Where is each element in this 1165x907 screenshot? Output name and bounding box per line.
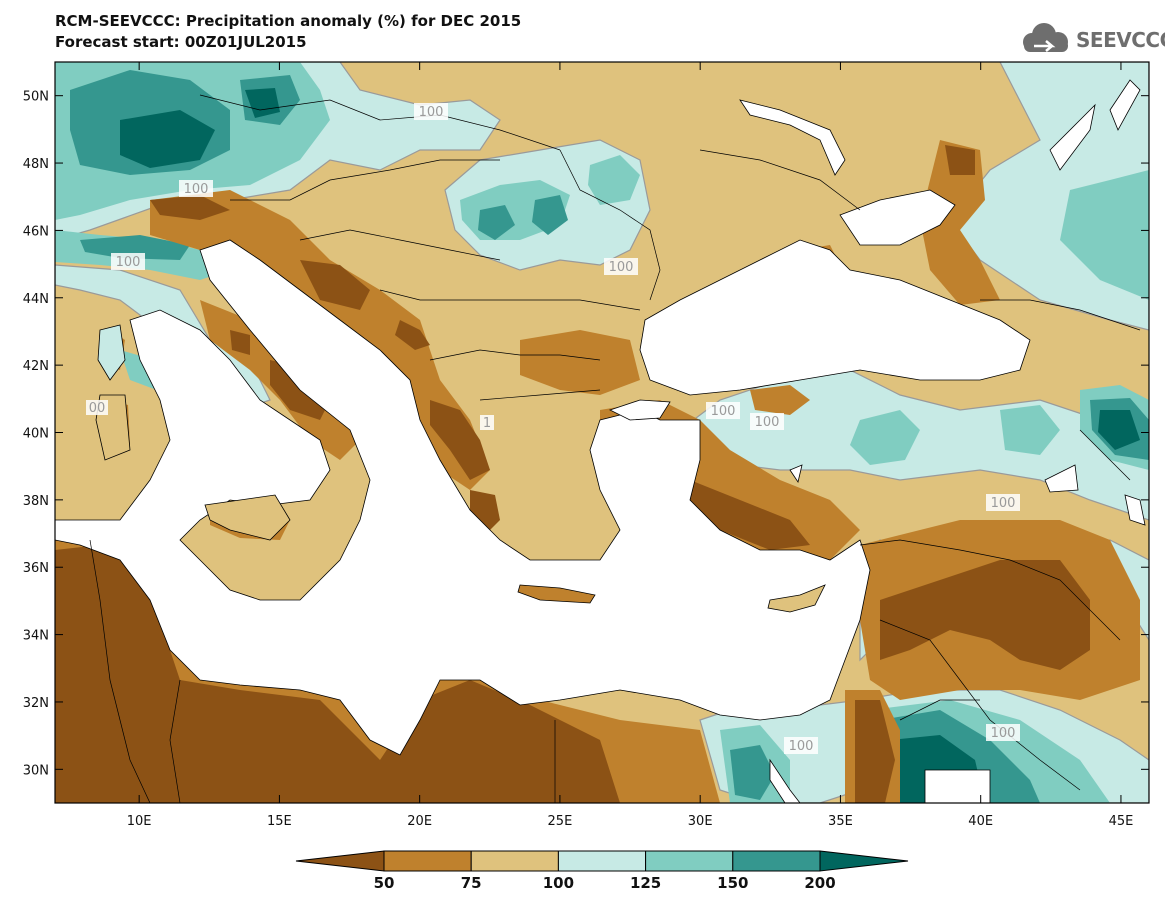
map-field (55, 62, 1149, 803)
colorbar-label: 150 (717, 874, 749, 892)
contour-label: 100 (706, 402, 740, 419)
colorbar-label: 75 (460, 874, 482, 892)
lon-tick-label: 15E (267, 814, 292, 829)
cloud-icon (1023, 23, 1068, 52)
colorbar-swatch-min (295, 850, 385, 872)
colorbar-label: 200 (804, 874, 836, 892)
svg-text:100: 100 (419, 105, 444, 120)
lat-tick-label: 44N (23, 292, 49, 307)
lon-tick-label: 40E (968, 814, 993, 829)
colorbar-swatch (645, 850, 734, 872)
svg-text:100: 100 (755, 415, 780, 430)
lon-tick-label: 20E (407, 814, 432, 829)
colorbar-swatch (383, 850, 472, 872)
colorbar-swatch (470, 850, 559, 872)
svg-text:1: 1 (483, 416, 491, 431)
colorbar-label: 125 (629, 874, 662, 892)
lat-tick-label: 50N (23, 90, 49, 105)
contour-label: 100 (604, 258, 638, 275)
contour-label: 100 (986, 494, 1020, 511)
colorbar-label: 50 (373, 874, 395, 892)
svg-text:00: 00 (89, 401, 106, 416)
logo-text: SEEVCCC (1076, 28, 1165, 52)
colorbar-swatch (732, 850, 821, 872)
contour-label: 100 (414, 103, 448, 120)
contour-label: 100 (784, 737, 818, 754)
svg-text:100: 100 (789, 739, 814, 754)
lat-tick-label: 34N (23, 629, 49, 644)
latitude-axis: 50N 48N 46N 44N 42N 40N 38N 36N 34N 32N 30N (23, 90, 1149, 778)
colorbar-label: 100 (542, 874, 575, 892)
colorbar-swatch-max (819, 850, 909, 872)
contour-label: 1 (480, 415, 494, 431)
lon-tick-label: 25E (548, 814, 573, 829)
contour-label: 00 (86, 400, 108, 416)
contour-label: 100 (986, 724, 1020, 741)
lon-tick-label: 10E (127, 814, 152, 829)
colorbar (295, 850, 909, 872)
svg-text:100: 100 (711, 404, 736, 419)
lat-tick-label: 42N (23, 359, 49, 374)
lat-tick-label: 30N (23, 763, 49, 778)
lat-tick-label: 46N (23, 224, 49, 239)
svg-text:100: 100 (609, 260, 634, 275)
lat-tick-label: 48N (23, 157, 49, 172)
contour-label: 100 (111, 253, 145, 270)
contour-label: 100 (179, 180, 213, 197)
lat-tick-label: 38N (23, 494, 49, 509)
contour-label: 100 (750, 413, 784, 430)
colorbar-swatch (557, 850, 647, 872)
longitude-axis: 10E 15E 20E 25E 30E 35E 40E 45E (127, 62, 1134, 829)
svg-text:100: 100 (184, 182, 209, 197)
contour-labels: 100 100 100 100 100 100 100 100 100 00 1 (86, 103, 1020, 754)
map-title: RCM-SEEVCCC: Precipitation anomaly (%) f… (55, 12, 522, 30)
lon-tick-label: 30E (688, 814, 713, 829)
lat-tick-label: 32N (23, 696, 49, 711)
svg-text:100: 100 (991, 496, 1016, 511)
forecast-start-label: Forecast start: 00Z01JUL2015 (55, 33, 307, 51)
svg-text:100: 100 (991, 726, 1016, 741)
lat-tick-label: 36N (23, 561, 49, 576)
lat-tick-label: 40N (23, 427, 49, 442)
lon-tick-label: 35E (828, 814, 853, 829)
lon-tick-label: 45E (1109, 814, 1134, 829)
svg-text:100: 100 (116, 255, 141, 270)
